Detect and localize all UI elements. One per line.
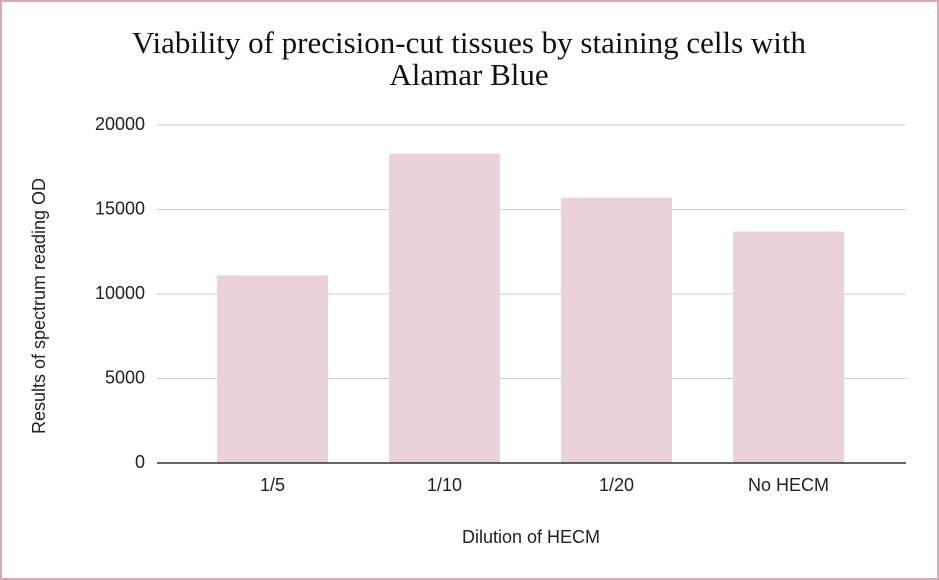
chart-title-line2: Alamar Blue — [389, 57, 548, 92]
y-tick-label: 15000 — [95, 198, 145, 218]
y-tick-label: 20000 — [95, 114, 145, 134]
x-axis-label: Dilution of HECM — [462, 527, 600, 547]
y-axis-label: Results of spectrum reading OD — [29, 178, 49, 434]
x-tick-label: 1/20 — [599, 475, 634, 495]
bar — [217, 275, 328, 463]
x-tick-label: No HECM — [748, 475, 829, 495]
x-tick-label: 1/5 — [260, 475, 285, 495]
bar — [561, 197, 672, 464]
y-tick-label: 10000 — [95, 283, 145, 303]
chart-title: Viability of precision-cut tissues by st… — [132, 25, 807, 60]
bar — [733, 231, 844, 463]
y-tick-label: 5000 — [105, 367, 145, 387]
bar — [389, 153, 500, 464]
x-tick-label: 1/10 — [427, 475, 462, 495]
y-tick-label: 0 — [135, 452, 145, 472]
